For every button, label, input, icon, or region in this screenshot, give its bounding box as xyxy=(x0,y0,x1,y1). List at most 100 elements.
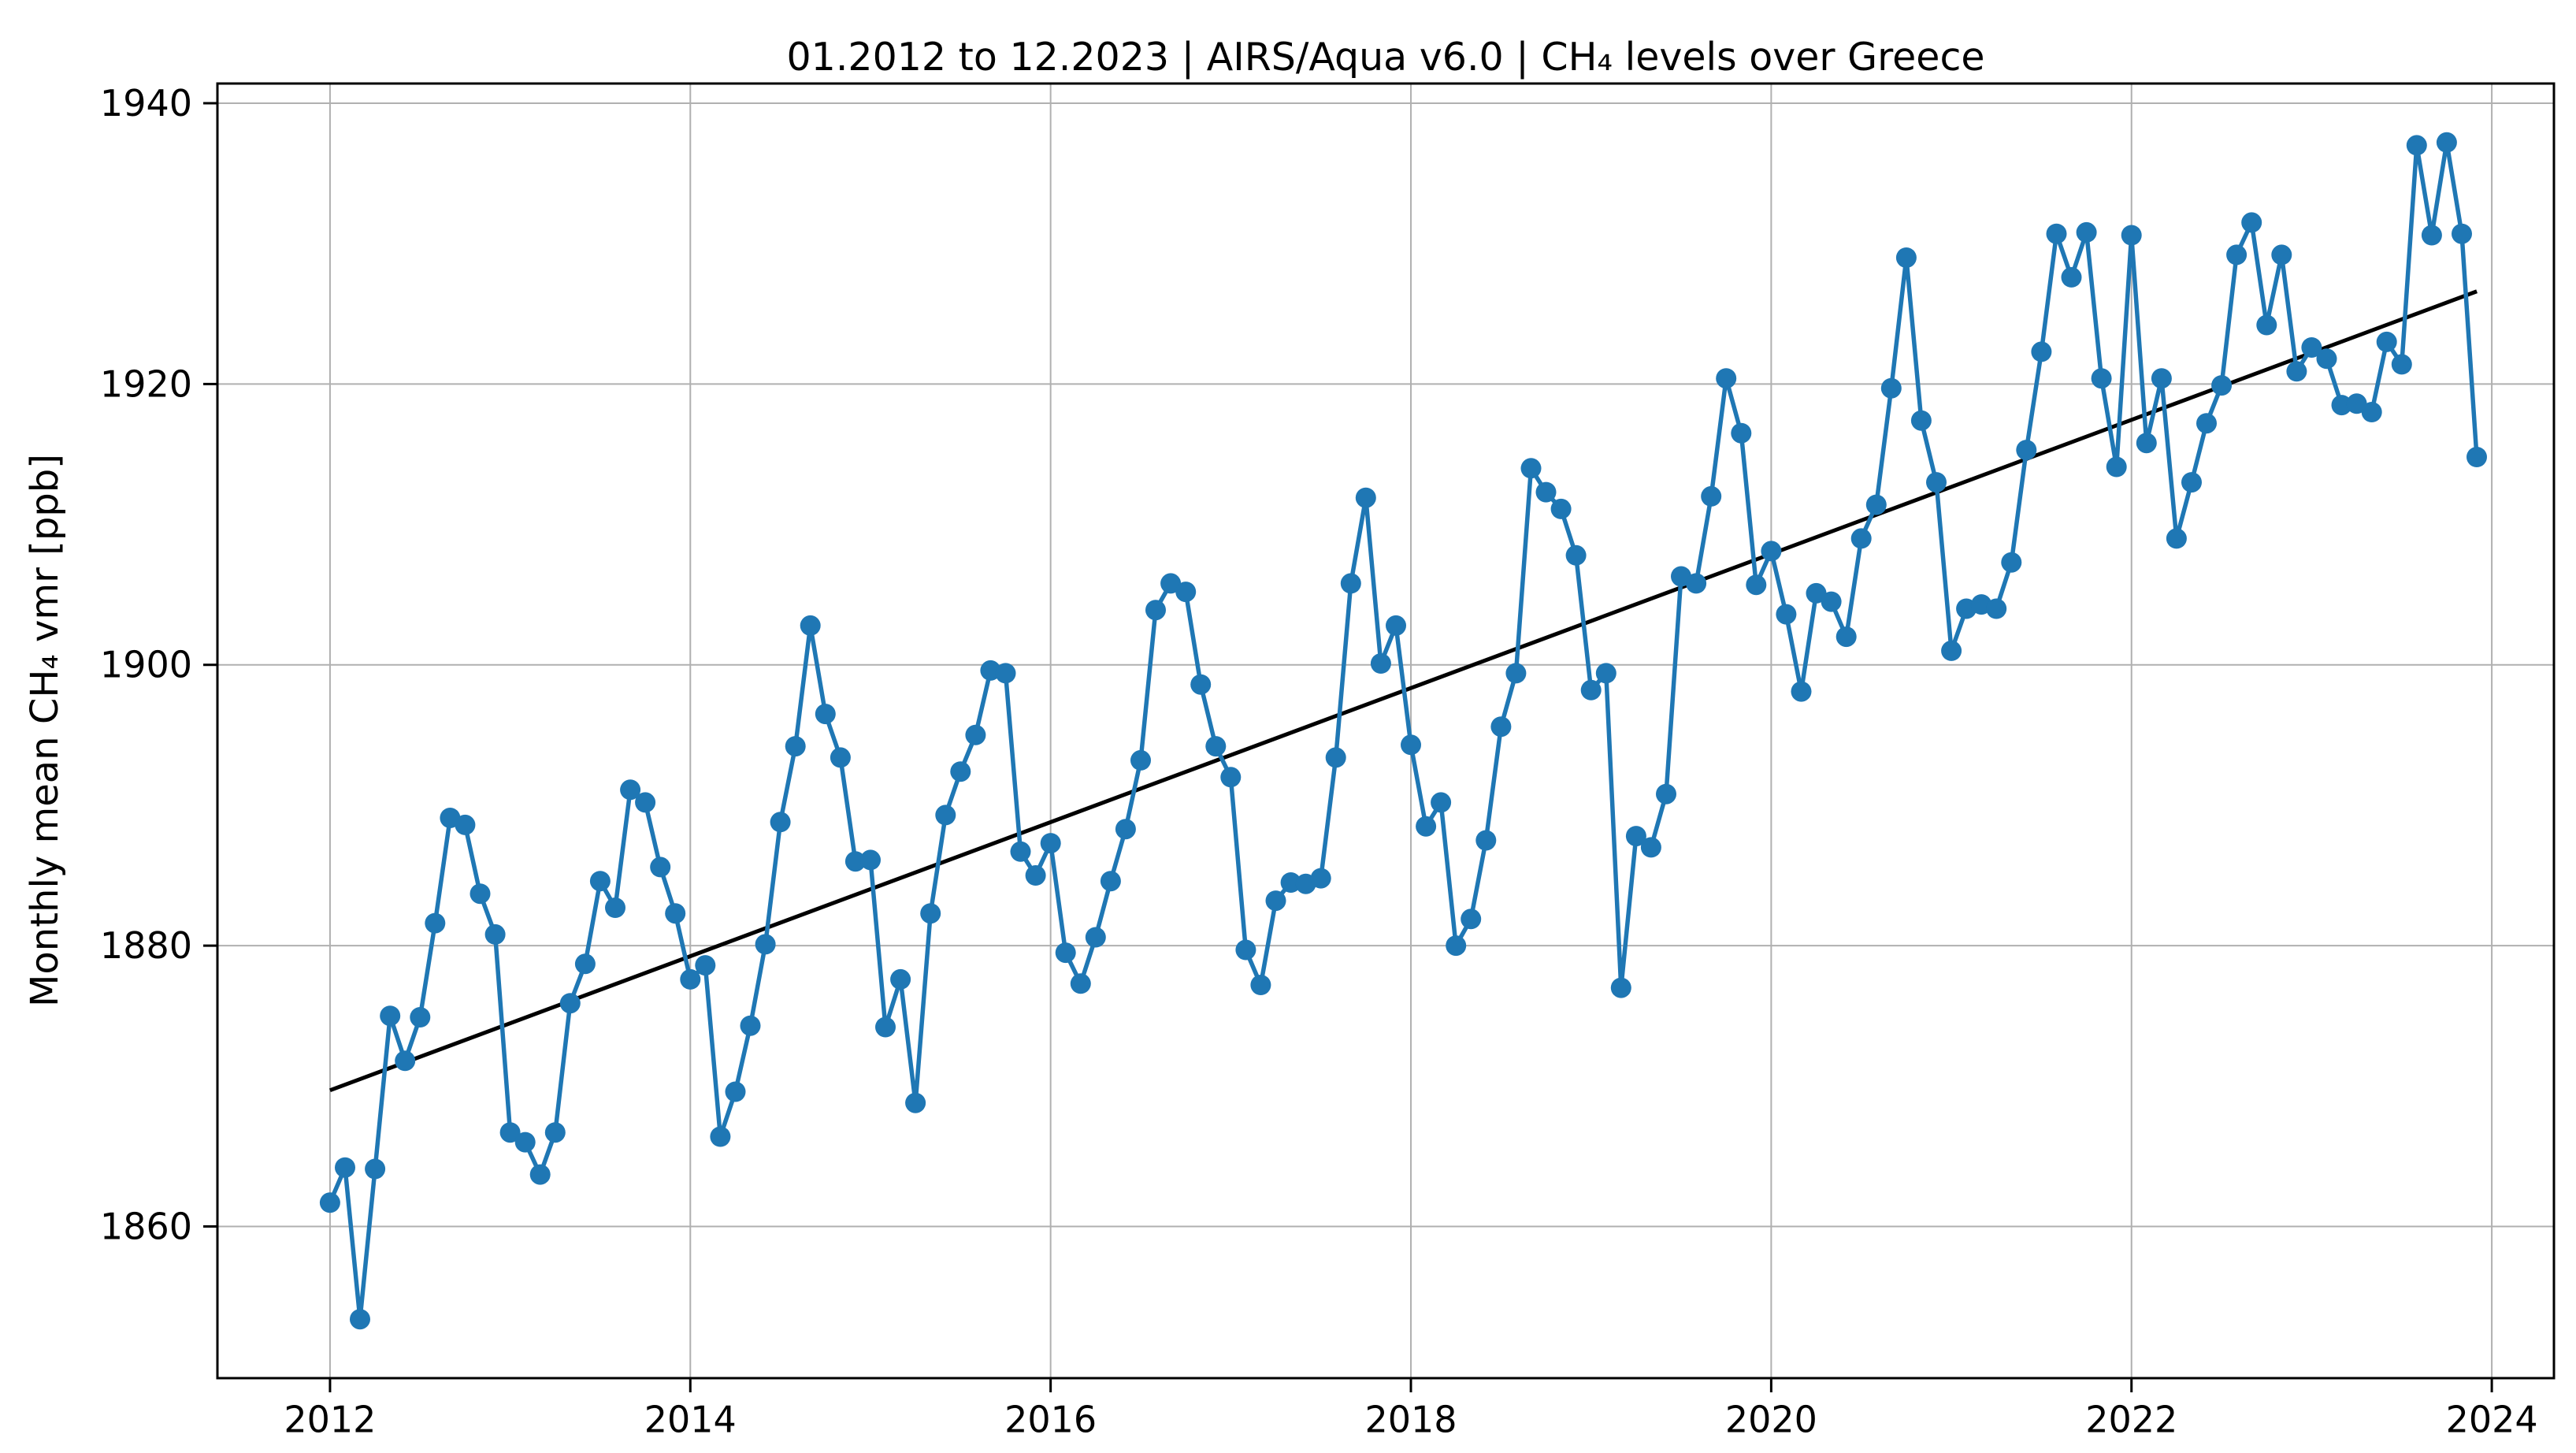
x-axis-ticks: 2012 2014 2016 2018 2020 2022 2024 xyxy=(284,1378,2538,1440)
y-tick-label: 1940 xyxy=(100,82,192,124)
data-point xyxy=(1610,977,1631,998)
x-tick-label: 2020 xyxy=(1725,1398,1817,1440)
data-point xyxy=(1040,833,1061,854)
data-point xyxy=(1910,410,1932,431)
data-point xyxy=(1115,819,1136,840)
data-point xyxy=(2316,348,2337,370)
data-point xyxy=(319,1192,340,1213)
data-point xyxy=(875,1016,896,1038)
data-point xyxy=(1446,935,1467,957)
data-point xyxy=(2467,447,2487,467)
data-point xyxy=(2121,225,2142,246)
data-point xyxy=(1310,868,1331,889)
data-point xyxy=(544,1122,566,1143)
data-point xyxy=(1100,871,1121,892)
data-point xyxy=(1325,747,1346,768)
data-point xyxy=(1175,582,1197,603)
data-point xyxy=(2106,456,2127,478)
data-point xyxy=(2256,314,2277,336)
data-point xyxy=(830,747,851,768)
data-point xyxy=(935,805,956,826)
data-point xyxy=(1865,494,1887,515)
data-point xyxy=(410,1007,431,1028)
data-point xyxy=(1010,841,1031,862)
data-point xyxy=(650,857,671,878)
data-point xyxy=(710,1126,731,1147)
data-point xyxy=(1160,573,1182,594)
data-point xyxy=(1550,498,1572,519)
data-point xyxy=(2016,440,2037,461)
data-point xyxy=(1595,663,1616,684)
data-point xyxy=(1145,600,1166,621)
y-axis-ticks: 1860 1880 1900 1920 1940 xyxy=(100,82,217,1248)
data-point xyxy=(1520,458,1542,479)
data-point xyxy=(1370,653,1391,674)
data-point xyxy=(635,792,656,813)
data-point xyxy=(950,761,971,782)
data-point xyxy=(335,1157,355,1178)
data-point xyxy=(755,934,776,955)
data-point xyxy=(1280,872,1301,893)
plot-border xyxy=(216,82,2556,1380)
data-point xyxy=(1880,377,1902,399)
ch4-line xyxy=(328,140,2479,1321)
data-point xyxy=(425,912,446,934)
data-points xyxy=(319,132,2487,1330)
data-point xyxy=(455,814,476,835)
data-point xyxy=(2286,361,2307,382)
data-point xyxy=(529,1164,551,1185)
data-point xyxy=(860,849,881,871)
data-point xyxy=(1475,830,1497,851)
data-point xyxy=(725,1081,746,1102)
data-point xyxy=(1461,909,1482,930)
data-point xyxy=(815,704,836,725)
x-tick-label: 2018 xyxy=(1364,1398,1457,1440)
data-point xyxy=(2061,266,2082,288)
y-tick-label: 1920 xyxy=(100,362,192,405)
data-point xyxy=(1835,626,1857,648)
data-point xyxy=(1130,749,1151,771)
data-point xyxy=(605,897,625,918)
data-point xyxy=(1761,541,1782,562)
data-point xyxy=(1656,783,1676,805)
data-point xyxy=(1431,792,1452,813)
data-point xyxy=(770,812,791,833)
y-tick-label: 1880 xyxy=(100,924,192,967)
data-point xyxy=(2181,472,2202,493)
data-point xyxy=(1355,487,1376,508)
data-point xyxy=(2346,393,2367,414)
data-point xyxy=(1926,472,1947,493)
data-point xyxy=(740,1015,761,1036)
data-point xyxy=(2091,368,2112,389)
data-point xyxy=(1895,247,1917,268)
data-point xyxy=(965,724,986,745)
data-point xyxy=(1850,528,1872,549)
data-point xyxy=(844,851,866,872)
chart-title: 01.2012 to 12.2023 | AIRS/Aqua v6.0 | CH… xyxy=(786,35,1985,80)
data-point xyxy=(395,1050,416,1072)
y-axis-title: Monthly mean CH₄ vmr [ppb] xyxy=(23,454,67,1007)
data-point xyxy=(365,1158,386,1180)
data-point xyxy=(2452,223,2472,244)
data-point xyxy=(1791,681,1812,702)
data-point xyxy=(800,615,821,636)
data-point xyxy=(1205,736,1227,757)
data-point xyxy=(2406,135,2427,156)
data-point xyxy=(484,923,506,945)
data-point xyxy=(1190,674,1212,695)
data-point xyxy=(1070,973,1091,994)
y-tick-label: 1900 xyxy=(100,644,192,686)
data-point xyxy=(380,1005,401,1027)
data-point xyxy=(1986,598,2007,619)
x-gridlines xyxy=(328,84,2493,1378)
data-point xyxy=(2166,528,2187,549)
data-point xyxy=(2331,395,2352,416)
data-point xyxy=(785,736,806,757)
x-tick-label: 2016 xyxy=(1004,1398,1097,1440)
data-point xyxy=(665,903,686,924)
data-point xyxy=(589,871,611,892)
data-point xyxy=(890,968,911,990)
data-point xyxy=(1625,826,1646,847)
data-point xyxy=(514,1132,536,1153)
